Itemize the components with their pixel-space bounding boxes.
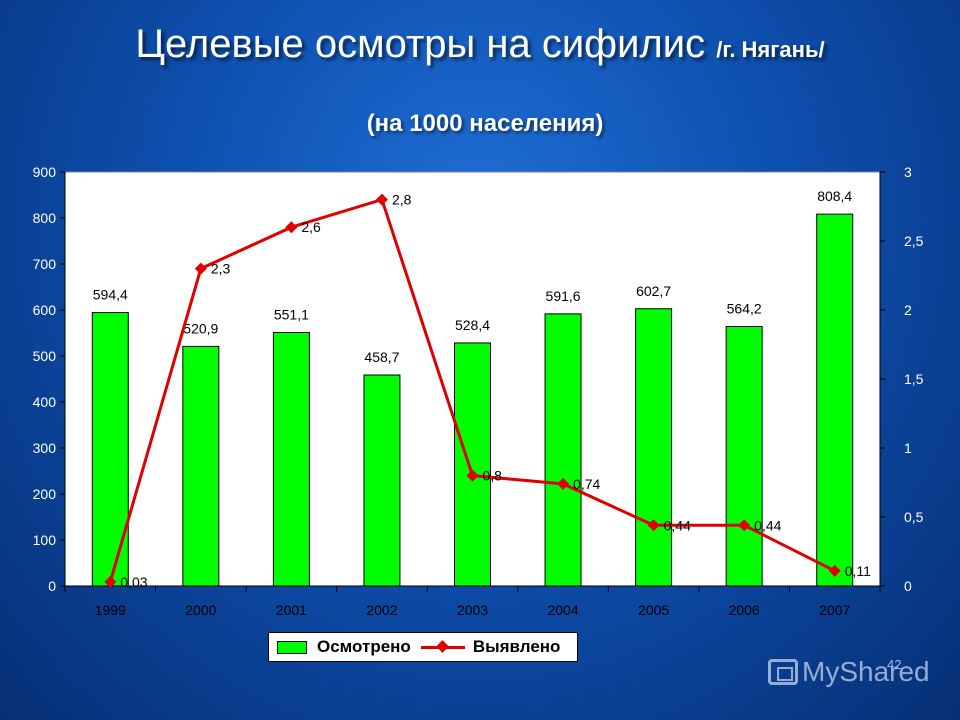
bar-value-label: 808,4 — [817, 188, 852, 204]
bar — [816, 213, 854, 587]
line-value-label: 0,74 — [573, 476, 600, 492]
slide-title: Целевые осмотры на сифилис /г. Нягань/ — [0, 22, 960, 67]
right-tick-label: 3 — [904, 164, 912, 180]
line-point — [104, 575, 117, 588]
bar — [544, 313, 582, 587]
legend-line-label: Выявлено — [472, 637, 561, 656]
right-tick-label: 2 — [904, 302, 912, 318]
x-tick-label: 2000 — [185, 602, 216, 618]
x-tick-label: 2006 — [729, 602, 760, 618]
bar-value-label: 564,2 — [727, 300, 762, 316]
line-point — [828, 564, 841, 577]
bar-value-label: 458,7 — [364, 349, 399, 365]
legend-line-swatch — [420, 640, 465, 653]
line-value-label: 2,6 — [301, 219, 321, 235]
bar — [635, 308, 673, 587]
left-tick-label: 500 — [33, 348, 57, 364]
x-tick-label: 2002 — [366, 602, 397, 618]
bar-value-label: 602,7 — [636, 283, 671, 299]
watermark-text: MyShared — [802, 656, 930, 687]
right-tick-label: 1 — [904, 440, 912, 456]
line-point — [647, 519, 660, 532]
slide-subtitle: (на 1000 населения) — [366, 110, 604, 137]
x-tick-label: 1999 — [95, 602, 126, 618]
line-value-label: 0,8 — [483, 468, 503, 484]
x-tick-label: 2001 — [276, 602, 307, 618]
bar-value-label: 528,4 — [455, 317, 490, 333]
legend-bar-swatch — [277, 640, 307, 654]
watermark-logo: MyShared — [768, 656, 930, 688]
line-value-label: 0,44 — [664, 517, 691, 533]
bar-value-label: 591,6 — [546, 288, 581, 304]
left-tick-label: 400 — [33, 394, 57, 410]
legend-bar-label: Осмотрено — [317, 637, 411, 656]
line-value-label: 0,44 — [754, 517, 781, 533]
x-tick-label: 2004 — [547, 602, 578, 618]
line-point — [557, 477, 570, 490]
bar — [272, 331, 310, 587]
bar-value-label: 594,4 — [93, 287, 128, 303]
left-tick-label: 700 — [33, 256, 57, 272]
bar — [725, 325, 763, 587]
bar — [91, 312, 129, 587]
right-tick-label: 0 — [904, 578, 912, 594]
line-point — [285, 221, 298, 234]
line-point — [466, 469, 479, 482]
slide-title-city: /г. Нягань/ — [716, 37, 825, 62]
page-number: 42 — [887, 657, 902, 672]
right-tick-label: 2,5 — [904, 233, 924, 249]
slide-title-main: Целевые осмотры на сифилис — [135, 22, 706, 66]
left-tick-label: 100 — [33, 532, 57, 548]
bar — [363, 374, 401, 587]
x-tick-label: 2007 — [819, 602, 850, 618]
line-point — [375, 193, 388, 206]
left-tick-label: 900 — [33, 164, 57, 180]
x-tick-label: 2003 — [457, 602, 488, 618]
left-tick-label: 200 — [33, 486, 57, 502]
bar-value-label: 551,1 — [274, 306, 309, 322]
line-point — [194, 262, 207, 275]
presentation-icon — [768, 659, 798, 685]
right-tick-label: 0,5 — [904, 509, 924, 525]
right-tick-label: 1,5 — [904, 371, 924, 387]
bar — [454, 342, 491, 587]
line-value-label: 2,3 — [211, 261, 231, 277]
bar — [182, 345, 220, 587]
line-value-label: 0,03 — [120, 574, 147, 590]
left-tick-label: 300 — [33, 440, 57, 456]
line-value-label: 2,8 — [392, 192, 412, 208]
left-tick-label: 600 — [33, 302, 57, 318]
left-tick-label: 800 — [33, 210, 57, 226]
line-value-label: 0,11 — [845, 563, 871, 579]
line-point — [738, 519, 751, 532]
left-tick-label: 0 — [48, 578, 56, 594]
x-tick-label: 2005 — [638, 602, 669, 618]
chart-legend: Осмотрено Выявлено — [268, 632, 578, 662]
bar-value-label: 520,9 — [183, 320, 218, 336]
